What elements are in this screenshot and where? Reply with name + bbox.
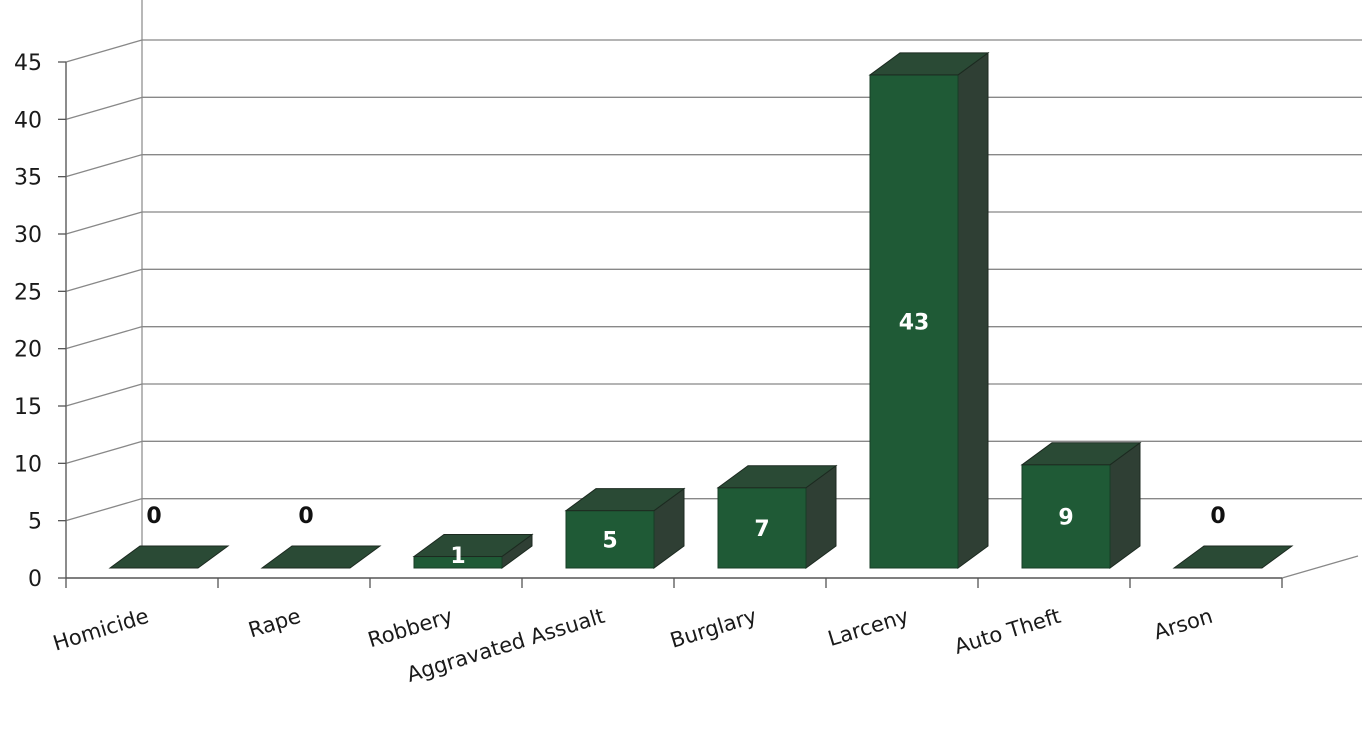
y-tick-label: 15	[14, 395, 42, 420]
bar-top	[1172, 545, 1294, 569]
bar-top	[412, 534, 534, 558]
x-category-label: Robbery	[365, 604, 455, 652]
x-category-label: Homicide	[50, 604, 151, 656]
bar-top	[716, 465, 838, 489]
data-label: 5	[602, 528, 617, 553]
bar	[1021, 464, 1111, 569]
gridline-side	[65, 326, 143, 350]
data-label: 0	[1210, 504, 1225, 529]
data-label: 0	[298, 504, 313, 529]
y-tick-label: 45	[14, 51, 42, 76]
y-tick-label: 30	[14, 223, 42, 248]
y-tick-label: 25	[14, 280, 42, 305]
gridline-side	[65, 211, 143, 235]
floor-right-edge	[1281, 555, 1359, 579]
y-tick-label: 20	[14, 338, 42, 363]
bar-top	[564, 488, 686, 512]
bar	[565, 510, 655, 569]
bar-top	[260, 545, 382, 569]
y-tick-label: 40	[14, 108, 42, 133]
bar-top	[108, 545, 230, 569]
data-label: 1	[450, 544, 465, 569]
bar-top	[868, 52, 990, 76]
data-label: 0	[146, 504, 161, 529]
x-category-label: Burglary	[667, 604, 759, 653]
y-tick-label: 5	[28, 510, 42, 535]
gridline-side	[65, 383, 143, 407]
gridline-side	[65, 498, 143, 522]
x-category-label: Rape	[246, 604, 304, 643]
bar	[717, 487, 807, 569]
data-label: 9	[1058, 505, 1073, 530]
gridline-side	[65, 154, 143, 178]
y-tick-label: 0	[28, 567, 42, 592]
gridline-side	[65, 268, 143, 292]
gridline-side	[65, 96, 143, 120]
bar	[869, 74, 959, 569]
x-category-label: Arson	[1151, 604, 1215, 645]
gridline-side	[65, 440, 143, 464]
y-tick-label: 35	[14, 166, 42, 191]
bar-top	[1020, 442, 1142, 466]
bar-side	[957, 51, 989, 569]
gridline-side	[65, 39, 143, 63]
x-category-label: Auto Theft	[951, 604, 1063, 659]
data-label: 7	[754, 517, 769, 542]
y-tick-label: 10	[14, 452, 42, 477]
x-category-label: Larceny	[825, 604, 911, 651]
data-label: 43	[899, 310, 930, 335]
